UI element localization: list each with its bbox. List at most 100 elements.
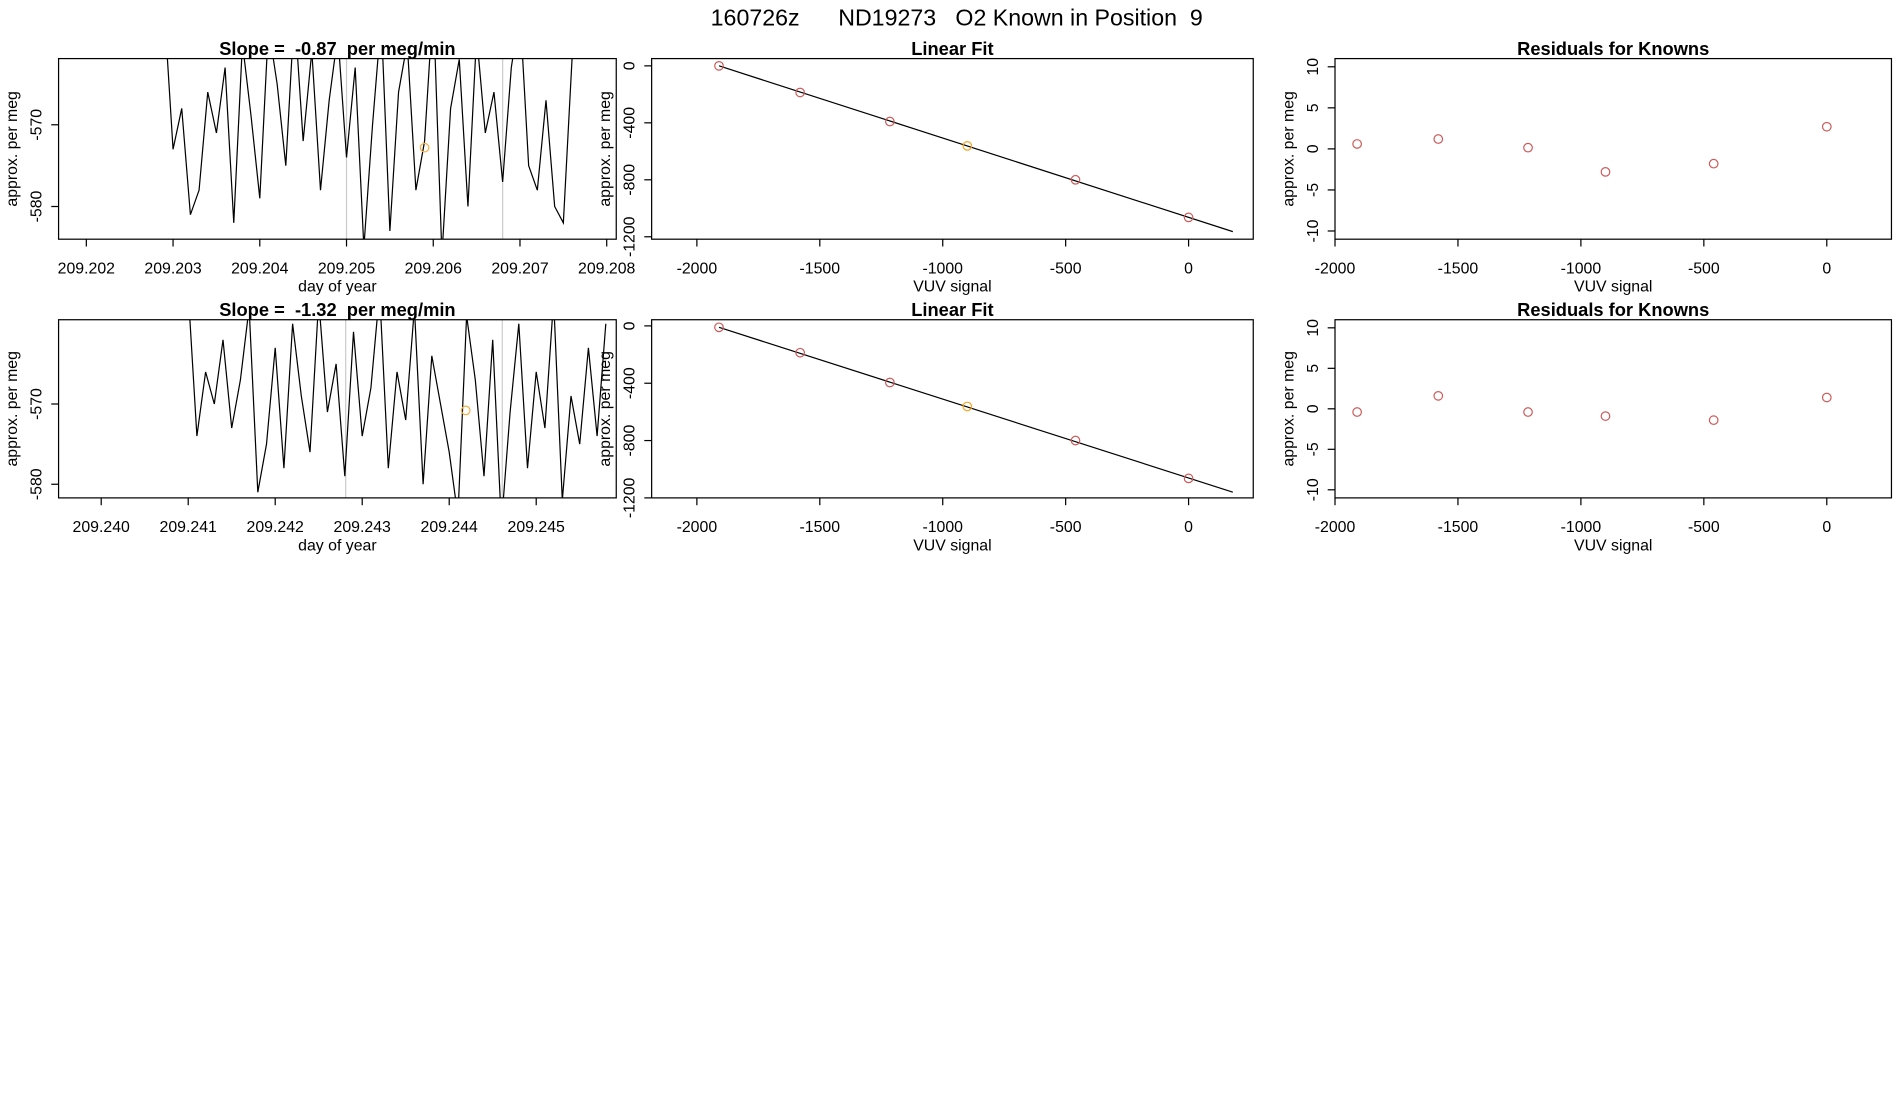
x-tick-label: -500	[1050, 260, 1082, 277]
point	[1070, 174, 1081, 185]
y-tick-label: 0	[1305, 144, 1322, 153]
panel-title: Residuals for Knowns	[1517, 38, 1709, 59]
point	[1708, 415, 1719, 426]
point	[1600, 411, 1611, 421]
point	[1352, 139, 1363, 149]
panel: Linear Fit VUV signal approx. per meg -2000…	[597, 38, 1254, 296]
panel: Residuals for Knowns VUV signal approx. pe…	[1281, 299, 1893, 554]
y-tick-label: -400	[622, 107, 639, 139]
data-line	[189, 319, 607, 498]
x-tick-label: 209.203	[144, 260, 202, 277]
x-tick-label: -1000	[1561, 260, 1602, 277]
x-tick-label: 209.208	[578, 260, 636, 277]
x-tick-label: -1000	[922, 519, 963, 536]
plot-frame	[651, 57, 1254, 240]
x-axis-label: VUV signal	[913, 537, 991, 554]
y-axis-label: approx. per meg	[4, 91, 21, 206]
x-tick-label: 0	[1184, 260, 1193, 277]
x-tick-label: -2000	[1315, 260, 1356, 277]
x-tick-label: -1000	[1561, 519, 1602, 536]
point	[962, 141, 973, 151]
y-axis-label: approx. per meg	[1281, 351, 1298, 466]
point	[884, 116, 895, 127]
panel: Linear Fit VUV signal approx. per meg -2000…	[597, 299, 1254, 554]
x-tick-label: -500	[1050, 519, 1082, 536]
x-tick-label: 0	[1184, 519, 1193, 536]
panel-title: Slope = -0.87 per meg/min	[219, 38, 455, 59]
y-axis-label: approx. per meg	[1281, 91, 1298, 206]
fit-line	[718, 326, 1234, 493]
point	[795, 347, 806, 358]
plot-frame	[1334, 57, 1893, 240]
x-tick-label: 209.204	[231, 260, 289, 277]
panel: Slope = -1.32 per meg/min day of year appr…	[4, 299, 617, 554]
x-tick-label: -2000	[677, 260, 718, 277]
point	[714, 322, 724, 333]
plot-area	[714, 60, 1234, 233]
point	[795, 87, 806, 98]
x-axis-label: VUV signal	[913, 279, 991, 296]
point	[1821, 392, 1832, 403]
y-tick-label: 10	[1305, 319, 1322, 337]
y-tick-label: -5	[1305, 442, 1322, 456]
y-tick-label: -400	[622, 367, 639, 399]
plot-frame	[651, 319, 1254, 499]
panel-title: Linear Fit	[911, 299, 993, 320]
plot-frame	[1334, 319, 1893, 499]
highlight-point	[419, 142, 430, 153]
x-tick-label: 209.241	[160, 519, 218, 536]
plot-area	[1352, 121, 1832, 177]
x-tick-label: 209.245	[508, 519, 566, 536]
plot-area	[189, 319, 607, 498]
y-tick-label: 0	[1305, 404, 1322, 413]
y-tick-label: -570	[28, 388, 45, 420]
data-line	[166, 58, 573, 240]
plot-area	[714, 322, 1234, 493]
x-tick-label: -1000	[922, 260, 963, 277]
y-tick-label: -580	[28, 190, 45, 222]
x-tick-label: 209.244	[421, 519, 479, 536]
y-axis-label: approx. per meg	[597, 91, 614, 206]
point	[714, 60, 724, 71]
y-axis-label: approx. per meg	[4, 351, 21, 466]
x-axis-label: VUV signal	[1574, 279, 1652, 296]
x-axis-label: day of year	[298, 537, 377, 554]
y-tick-label: -1200	[622, 477, 639, 518]
x-tick-label: -1500	[1438, 260, 1479, 277]
point	[1433, 390, 1444, 401]
panel: Residuals for Knowns VUV signal approx. pe…	[1281, 38, 1893, 296]
point	[1433, 134, 1444, 144]
x-tick-label: 209.206	[405, 260, 463, 277]
y-tick-label: -800	[622, 164, 639, 196]
y-tick-label: -800	[622, 425, 639, 457]
x-tick-label: 209.243	[334, 519, 392, 536]
plot-area	[1352, 390, 1832, 426]
panel: Slope = -0.87 per meg/min day of year appr…	[4, 38, 636, 296]
x-tick-label: 209.202	[58, 260, 116, 277]
y-tick-label: 10	[1305, 58, 1322, 76]
x-tick-label: 209.205	[318, 260, 376, 277]
x-tick-label: 209.240	[73, 519, 131, 536]
main-title: 160726z ND19273 O2 Known in Position 9	[711, 5, 1203, 31]
y-tick-label: -10	[1305, 478, 1322, 501]
y-tick-label: -10	[1305, 219, 1322, 242]
x-tick-label: -2000	[1315, 519, 1356, 536]
point	[1821, 121, 1832, 132]
point	[962, 401, 973, 412]
point	[1183, 212, 1194, 223]
x-tick-label: 209.207	[491, 260, 549, 277]
point	[1600, 166, 1611, 177]
point	[1523, 407, 1533, 417]
plot-frame	[57, 57, 617, 240]
highlight-point	[460, 405, 471, 416]
y-tick-label: 5	[1305, 364, 1322, 373]
point	[884, 377, 895, 388]
x-tick-label: 0	[1822, 519, 1831, 536]
x-tick-label: -500	[1688, 519, 1720, 536]
point	[1708, 158, 1719, 169]
x-tick-label: -500	[1688, 260, 1720, 277]
x-tick-label: -1500	[800, 260, 841, 277]
point	[1183, 473, 1194, 484]
